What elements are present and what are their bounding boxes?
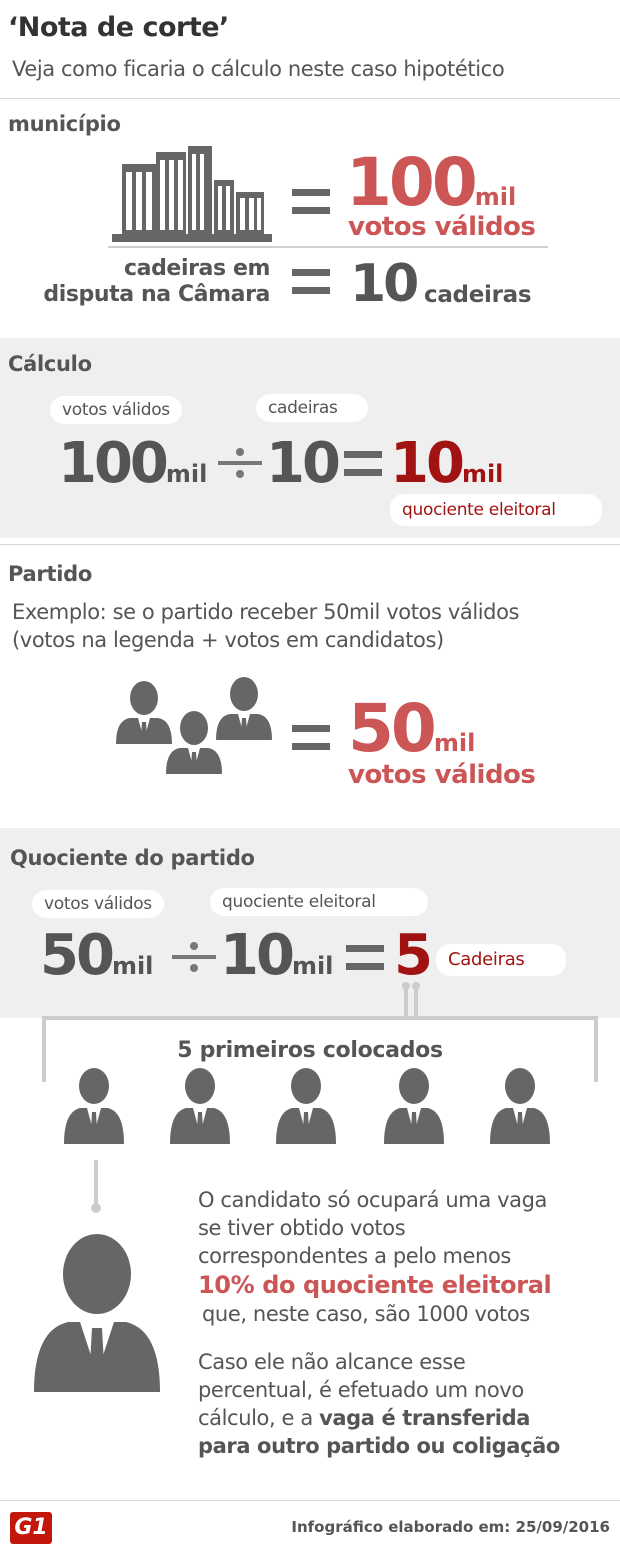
candidate-icon — [384, 1068, 444, 1144]
calculo-heading: Cálculo — [8, 352, 92, 376]
pill-cadeiras: cadeiras — [256, 394, 368, 422]
cadeiras-label: Cadeiras — [436, 944, 566, 976]
equals-sign — [292, 722, 330, 754]
seats-label-line1: cadeiras em — [124, 256, 270, 281]
calculo-result: 10mil — [390, 431, 504, 496]
unit-mil: mil — [111, 952, 154, 980]
divider — [0, 1500, 620, 1501]
pill-quociente-eleitoral: quociente eleitoral — [210, 888, 428, 916]
example-line2: (votos na legenda + votos em candidatos) — [12, 628, 444, 652]
pill-votos-validos: votos válidos — [50, 396, 182, 424]
divide-sign — [172, 940, 216, 974]
text-line: que, neste caso, são 1000 votos — [202, 1302, 530, 1326]
divider — [0, 98, 620, 99]
five-candidates-icons — [62, 1068, 562, 1146]
text-line: Caso ele não alcance esse — [198, 1350, 466, 1374]
candidate-large-icon — [34, 1234, 160, 1392]
text-line: se tiver obtido votos — [198, 1216, 406, 1240]
equals-sign — [346, 942, 384, 974]
quociente-partido-panel — [0, 828, 620, 1018]
partido-votes-label: votos válidos — [348, 760, 536, 790]
calculo-divisor: 10 — [266, 431, 341, 496]
text-line: correspondentes a pelo menos — [198, 1244, 511, 1268]
bold-text: para outro partido ou coligação — [198, 1434, 560, 1458]
text-line: O candidato só ocupará uma vaga — [198, 1188, 547, 1212]
explanation-paragraph-1: O candidato só ocupará uma vaga se tiver… — [198, 1186, 610, 1328]
seats-unit: cadeiras — [424, 282, 532, 308]
seats-label-line2: disputa na Câmara — [43, 282, 270, 307]
partido-example: Exemplo: se o partido receber 50mil voto… — [12, 598, 520, 654]
explanation-paragraph-2: Caso ele não alcance esse percentual, é … — [198, 1348, 610, 1460]
candidate-icon — [64, 1068, 124, 1144]
fraction-line — [108, 246, 548, 248]
qp-divisor: 10mil — [220, 923, 334, 988]
page-title: ‘Nota de corte’ — [8, 12, 229, 43]
footer-credit: Infográfico elaborado em: 25/09/2016 — [291, 1518, 610, 1536]
pill-votos-validos: votos válidos — [32, 890, 164, 918]
partido-votes: 50mil — [348, 690, 476, 767]
text-span: cálculo, e a — [198, 1406, 313, 1430]
equals-sign — [344, 448, 382, 480]
unit-mil: mil — [433, 729, 476, 757]
divider — [0, 544, 620, 545]
text-line: cálculo, e a vaga é transferida — [198, 1404, 610, 1432]
qp-result: 5 — [394, 923, 433, 988]
candidate-icon — [170, 1068, 230, 1144]
seats-label: cadeiras em disputa na Câmara — [20, 256, 270, 308]
municipio-votes-label: votos válidos — [348, 212, 536, 242]
g1-logo: G1 — [10, 1512, 52, 1544]
highlight-quociente: 10% do quociente eleitoral — [198, 1271, 552, 1299]
buildings-icon — [112, 142, 274, 242]
example-line1: Exemplo: se o partido receber 50mil voto… — [12, 600, 520, 624]
municipio-heading: município — [8, 112, 121, 136]
qp-left: 50mil — [40, 923, 154, 988]
bold-text: vaga é transferida — [319, 1406, 530, 1430]
unit-mil: mil — [291, 952, 334, 980]
connector-line — [82, 1160, 112, 1216]
municipio-votes: 100mil — [346, 144, 517, 221]
equals-sign — [292, 186, 330, 218]
colocados-label: 5 primeiros colocados — [177, 1038, 443, 1063]
page-subtitle: Veja como ficaria o cálculo neste caso h… — [12, 57, 505, 81]
quociente-partido-heading: Quociente do partido — [10, 846, 255, 870]
calculo-left: 100mil — [58, 431, 208, 496]
bracket-connector — [0, 978, 620, 1086]
unit-mil: mil — [474, 183, 517, 211]
seats-number: 10 — [350, 254, 419, 314]
equals-sign — [292, 266, 330, 298]
people-group-icon — [116, 676, 276, 788]
partido-heading: Partido — [8, 562, 92, 586]
candidate-icon — [490, 1068, 550, 1144]
quociente-eleitoral-label: quociente eleitoral — [390, 494, 602, 526]
candidate-icon — [276, 1068, 336, 1144]
text-line: percentual, é efetuado um novo — [198, 1378, 524, 1402]
divide-sign — [218, 446, 262, 480]
unit-mil: mil — [165, 460, 208, 488]
unit-mil: mil — [461, 460, 504, 488]
